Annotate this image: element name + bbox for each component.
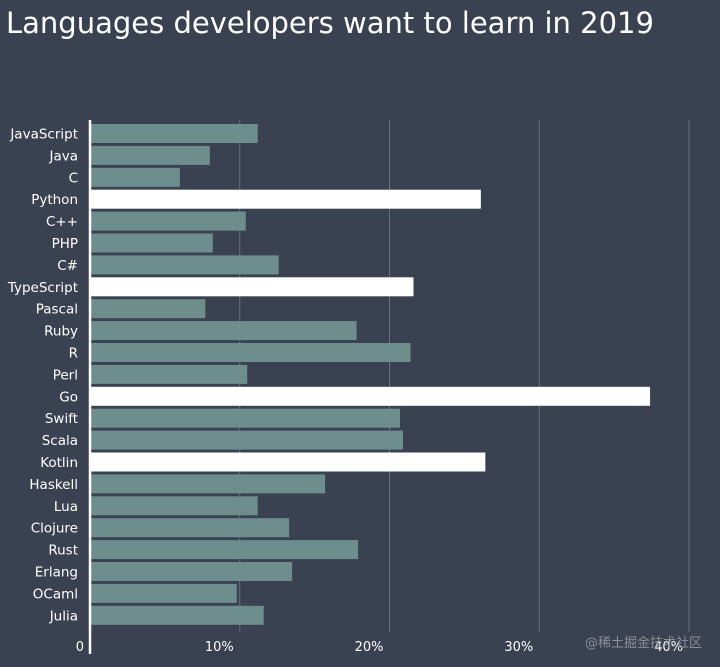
bar-java bbox=[91, 145, 210, 165]
x-tick-label: 40% bbox=[654, 640, 683, 655]
bars bbox=[91, 124, 651, 625]
category-label: Rust bbox=[48, 543, 78, 559]
category-label: Kotlin bbox=[40, 455, 78, 471]
category-labels: JavaScript Java C Python C++ PHP C# TypeScript P… bbox=[7, 127, 78, 625]
x-tick-label: 20% bbox=[355, 640, 384, 655]
bar-perl bbox=[91, 364, 248, 384]
bar-erlang bbox=[91, 562, 293, 581]
category-label: Erlang bbox=[35, 565, 78, 581]
category-label: OCaml bbox=[33, 586, 78, 602]
bar-javascript bbox=[91, 124, 258, 143]
x-tick-label: 10% bbox=[205, 640, 234, 655]
category-label: Haskell bbox=[29, 477, 78, 493]
category-label: Python bbox=[31, 192, 78, 208]
category-label: Perl bbox=[53, 367, 78, 383]
bar-c bbox=[91, 167, 180, 187]
x-tick-label: 0 bbox=[76, 640, 84, 655]
bar-kotlin bbox=[91, 452, 486, 472]
bar-swift bbox=[91, 408, 400, 428]
category-label: Pascal bbox=[36, 302, 78, 318]
category-label: Go bbox=[59, 389, 78, 405]
category-label: Lua bbox=[54, 499, 78, 515]
category-label: C++ bbox=[46, 214, 78, 230]
bar-c- bbox=[91, 255, 279, 275]
bar-rust bbox=[91, 540, 359, 560]
category-label: Julia bbox=[49, 608, 78, 624]
bar-python bbox=[91, 189, 481, 209]
bar-php bbox=[91, 233, 213, 253]
bar-lua bbox=[91, 496, 258, 516]
category-label: R bbox=[69, 346, 78, 362]
chart-title: Languages developers want to learn in 20… bbox=[6, 6, 654, 40]
category-label: TypeScript bbox=[7, 280, 78, 296]
bar-ocaml bbox=[91, 583, 237, 603]
category-label: JavaScript bbox=[9, 127, 78, 143]
category-label: C bbox=[69, 170, 78, 186]
bar-r bbox=[91, 343, 411, 362]
x-tick-labels: 0 10% 20% 30% 40% bbox=[76, 640, 683, 655]
watermark: @稀土掘金技术社区 bbox=[584, 636, 702, 651]
x-tick-label: 30% bbox=[504, 640, 533, 655]
category-label: Scala bbox=[42, 433, 78, 449]
bar-c- bbox=[91, 211, 246, 231]
category-label: Java bbox=[48, 148, 78, 164]
category-label: Swift bbox=[45, 411, 78, 427]
category-label: Ruby bbox=[44, 324, 78, 340]
bar-haskell bbox=[91, 474, 326, 494]
bar-go bbox=[91, 386, 651, 406]
bar-clojure bbox=[91, 518, 290, 538]
category-label: Clojure bbox=[31, 521, 78, 537]
bar-pascal bbox=[91, 299, 206, 319]
category-label: C# bbox=[57, 258, 78, 274]
bar-ruby bbox=[91, 321, 357, 341]
bar-typescript bbox=[91, 277, 414, 297]
category-label: PHP bbox=[52, 236, 78, 252]
bar-scala bbox=[91, 430, 403, 450]
bar-julia bbox=[91, 605, 264, 625]
